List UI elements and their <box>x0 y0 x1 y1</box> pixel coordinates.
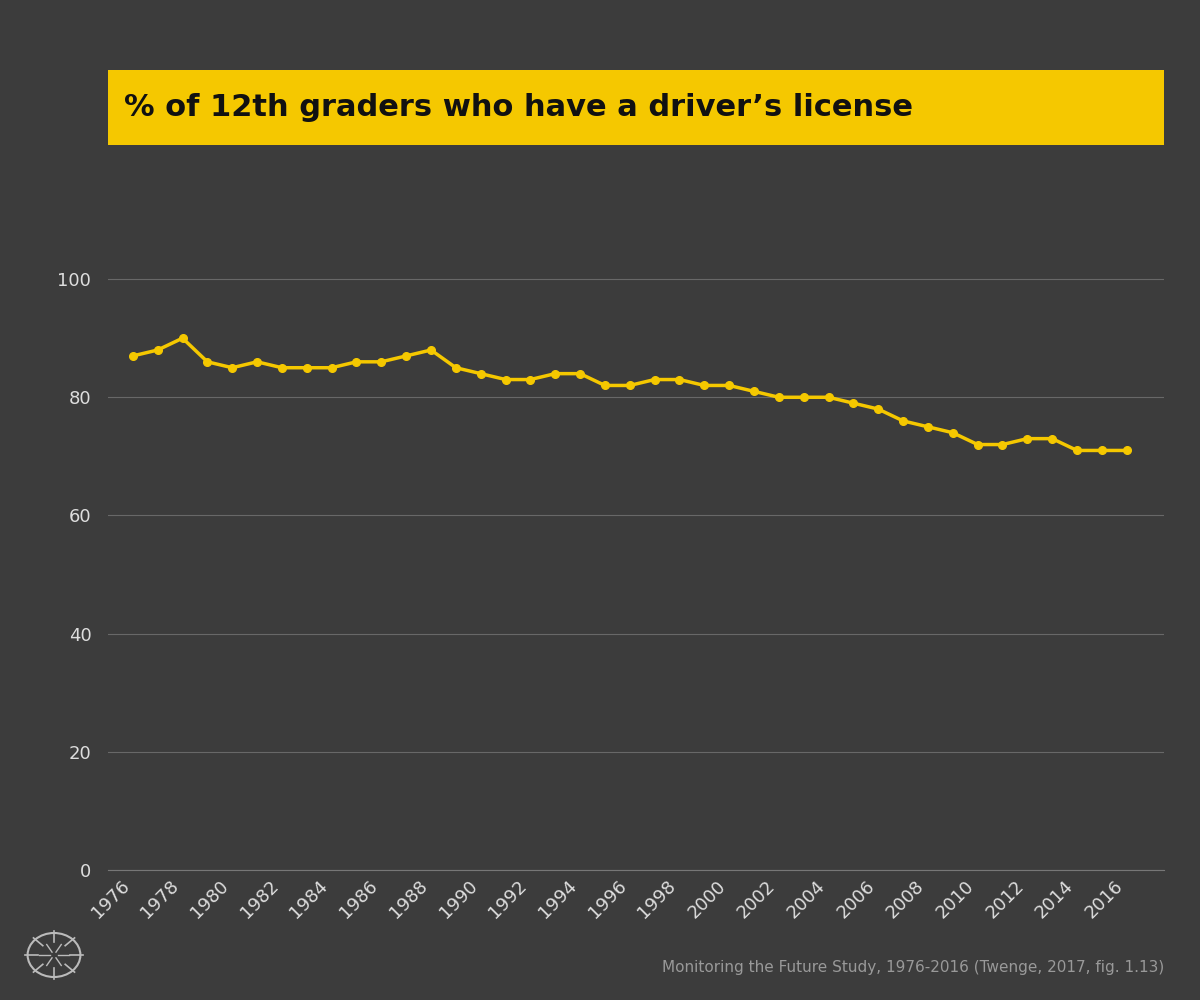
Text: Monitoring the Future Study, 1976-2016 (Twenge, 2017, fig. 1.13): Monitoring the Future Study, 1976-2016 (… <box>661 960 1164 975</box>
Text: % of 12th graders who have a driver’s license: % of 12th graders who have a driver’s li… <box>124 93 913 122</box>
